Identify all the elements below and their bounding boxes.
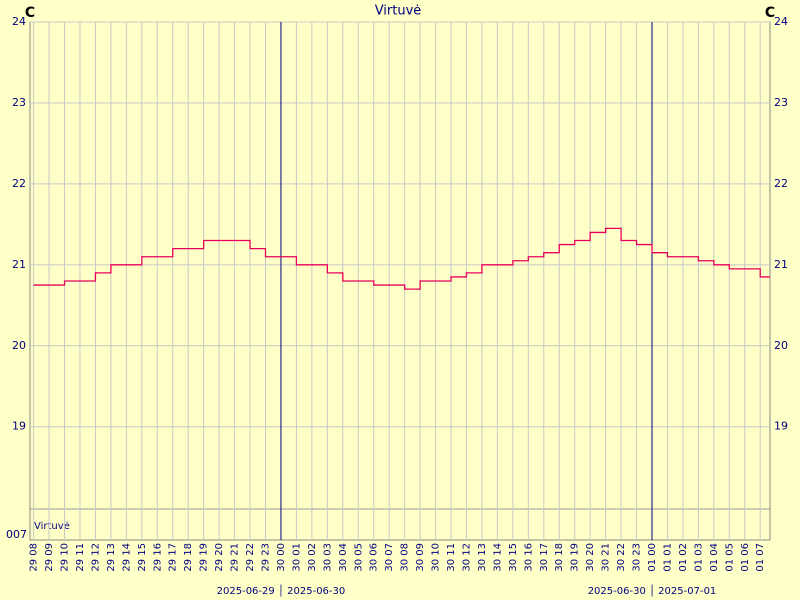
x-tick-label: 29 18 <box>183 543 194 572</box>
x-tick-label: 30 23 <box>632 543 643 572</box>
y-unit: C <box>25 5 35 21</box>
x-tick-label: 30 20 <box>585 543 596 572</box>
y2-unit: C <box>765 5 775 21</box>
x-tick-label: 30 21 <box>601 543 612 572</box>
y-tick-label: 24 <box>12 15 26 28</box>
x-tick-label: 29 12 <box>90 543 101 572</box>
x-tick-label: 30 18 <box>554 543 565 572</box>
series-line <box>33 227 770 290</box>
x-tick-label: 01 06 <box>740 543 751 572</box>
date-label: 2025-06-29 │ 2025-06-30 <box>217 584 346 597</box>
x-tick-label: 01 03 <box>693 543 704 572</box>
x-tick-label: 30 12 <box>461 543 472 572</box>
x-tick-label: 30 09 <box>415 543 426 572</box>
y2-tick-label: 22 <box>774 177 788 190</box>
x-tick-label: 29 17 <box>168 543 179 572</box>
x-tick-label: 29 22 <box>245 543 256 572</box>
x-tick-label: 29 10 <box>60 543 71 572</box>
date-label: 2025-06-30 │ 2025-07-01 <box>588 584 717 597</box>
x-tick-label: 30 19 <box>570 543 581 572</box>
y2-tick-label: 20 <box>774 339 788 352</box>
x-tick-label: 29 15 <box>137 543 148 572</box>
x-tick-label: 30 10 <box>431 543 442 572</box>
x-tick-label: 29 11 <box>75 543 86 572</box>
x-tick-label: 29 14 <box>121 543 132 572</box>
x-tick-label: 30 06 <box>369 543 380 572</box>
x-tick-label: 29 23 <box>261 543 272 572</box>
x-tick-label: 30 22 <box>616 543 627 572</box>
y-tick-label: 20 <box>12 339 26 352</box>
x-tick-label: 01 07 <box>755 543 766 572</box>
x-tick-label: 29 13 <box>106 543 117 572</box>
legend-entry: Virtuvė <box>34 521 70 532</box>
bottom-label: 007 <box>6 528 27 541</box>
x-tick-label: 30 11 <box>446 543 457 572</box>
y-tick-label: 22 <box>12 177 26 190</box>
y2-tick-label: 21 <box>774 258 788 271</box>
x-tick-label: 30 14 <box>492 543 503 572</box>
x-tick-label: 30 05 <box>353 543 364 572</box>
plot-area <box>29 21 771 541</box>
y2-tick-label: 19 <box>774 420 788 433</box>
x-tick-label: 29 09 <box>44 543 55 572</box>
x-tick-label: 30 17 <box>539 543 550 572</box>
x-tick-label: 29 19 <box>199 543 210 572</box>
x-tick-label: 30 08 <box>400 543 411 572</box>
x-tick-label: 30 02 <box>307 543 318 572</box>
y-tick-label: 19 <box>12 420 26 433</box>
x-tick-label: 30 00 <box>276 543 287 572</box>
x-tick-label: 30 15 <box>508 543 519 572</box>
x-tick-label: 30 13 <box>477 543 488 572</box>
chart-title: Virtuvė <box>375 4 422 19</box>
x-tick-label: 29 16 <box>152 543 163 572</box>
x-tick-label: 29 08 <box>29 543 40 572</box>
x-tick-label: 30 03 <box>322 543 333 572</box>
y-tick-label: 21 <box>12 258 26 271</box>
x-tick-label: 01 02 <box>678 543 689 572</box>
x-tick-label: 01 04 <box>709 543 720 572</box>
y2-tick-label: 23 <box>774 96 788 109</box>
y2-tick-label: 24 <box>774 15 788 28</box>
x-tick-label: 01 00 <box>647 543 658 572</box>
x-tick-label: 30 07 <box>384 543 395 572</box>
y-tick-label: 23 <box>12 96 26 109</box>
x-tick-label: 30 16 <box>523 543 534 572</box>
x-tick-label: 29 21 <box>230 543 241 572</box>
x-tick-label: 01 01 <box>662 543 673 572</box>
x-tick-label: 01 05 <box>724 543 735 572</box>
x-tick-label: 30 04 <box>338 543 349 572</box>
x-tick-label: 30 01 <box>291 543 302 572</box>
x-tick-label: 29 20 <box>214 543 225 572</box>
